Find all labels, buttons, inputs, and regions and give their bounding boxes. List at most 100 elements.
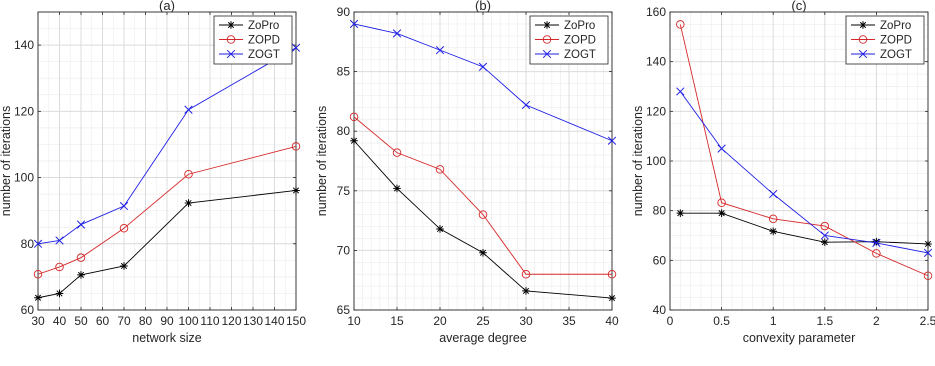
- data-point-zogt: [872, 238, 881, 248]
- legend-label-zogt: ZOGT: [248, 49, 280, 61]
- y-tick-label: 140: [646, 55, 666, 69]
- series-line-zopd: [353, 116, 612, 275]
- series-line-zopd: [679, 24, 929, 277]
- data-point-zopro: [350, 136, 358, 145]
- legend: ZoPro ZOPD ZOGT: [213, 15, 293, 65]
- x-tick-label: 10: [347, 314, 361, 328]
- data-point-zogt: [769, 189, 778, 199]
- legend-label-zopro: ZoPro: [248, 20, 279, 32]
- data-point-zopro: [34, 293, 42, 302]
- series-zopd: [349, 112, 617, 279]
- data-point-zogt: [76, 220, 86, 229]
- y-tick-label: 120: [646, 104, 666, 118]
- legend-marker-zopd: [542, 35, 552, 44]
- x-tick-label: 25: [476, 314, 490, 328]
- data-point-zopd: [521, 269, 531, 279]
- x-tick-label: 90: [160, 314, 174, 328]
- data-point-zopro: [924, 240, 932, 248]
- x-axis-label: network size: [132, 331, 202, 345]
- y-tick-label: 120: [14, 104, 34, 118]
- x-tick-label: 30: [31, 314, 45, 328]
- x-tick-label: 40: [605, 314, 619, 328]
- legend-label-zogt: ZOGT: [880, 49, 912, 61]
- chart-title: (c): [791, 0, 806, 13]
- x-tick-label: 110: [200, 314, 219, 328]
- data-point-zopro: [479, 248, 487, 257]
- x-axis-label: convexity parameter: [743, 331, 856, 345]
- legend: ZoPro ZOPD ZOGT: [845, 15, 925, 65]
- series-zopro: [34, 186, 300, 302]
- x-tick-label: 0.5: [713, 314, 730, 328]
- y-tick-label: 80: [653, 204, 667, 218]
- y-tick-label: 100: [14, 171, 34, 185]
- series-line-zopro: [353, 140, 613, 299]
- chart-title: (b): [475, 0, 491, 13]
- data-point-zogt: [33, 239, 43, 248]
- data-point-zopro: [608, 294, 616, 302]
- data-point-zogt: [607, 136, 617, 145]
- y-tick-label: 140: [14, 38, 34, 52]
- data-point-zopro: [393, 184, 401, 193]
- series-zogt: [33, 43, 301, 248]
- x-tick-label: 1.5: [816, 314, 833, 328]
- data-point-zopd: [768, 214, 778, 224]
- x-tick-label: 35: [562, 314, 576, 328]
- legend-label-zopd: ZOPD: [564, 35, 596, 47]
- series-zopro: [350, 136, 616, 302]
- data-point-zopd: [923, 271, 933, 280]
- legend-marker-zopd: [226, 35, 236, 44]
- data-point-zopd: [119, 223, 129, 233]
- data-point-zogt: [349, 19, 359, 29]
- x-tick-label: 2: [873, 314, 880, 328]
- chart-panel-2: 10 15 20 25 30 35 40 65 70 75 80 85 90 (b) average deg…: [315, 0, 619, 345]
- data-point-zogt: [392, 29, 402, 38]
- x-axis-label: average degree: [439, 331, 527, 345]
- legend-label-zopro: ZoPro: [880, 20, 911, 32]
- x-tick-label: 15: [390, 314, 404, 328]
- data-point-zopro: [872, 237, 881, 246]
- x-tick-label: 100: [178, 314, 198, 328]
- data-point-zopd: [392, 148, 402, 157]
- data-point-zopro: [436, 225, 444, 233]
- data-point-zopd: [435, 165, 445, 174]
- data-point-zopro: [522, 287, 530, 295]
- data-point-zopro: [821, 238, 829, 247]
- legend-marker-zogt: [226, 49, 236, 59]
- data-point-zogt: [676, 87, 685, 96]
- legend-label-zogt: ZOGT: [564, 49, 596, 61]
- legend-marker-zopro: [543, 21, 551, 29]
- data-point-zopro: [292, 186, 300, 195]
- x-tick-label: 2.5: [920, 314, 935, 328]
- y-tick-label: 80: [337, 124, 351, 138]
- data-point-zopro: [77, 271, 85, 279]
- x-tick-label: 80: [139, 314, 153, 328]
- data-point-zopd: [717, 198, 726, 207]
- chart-title: (a): [159, 0, 175, 13]
- series-zogt: [349, 19, 617, 145]
- x-tick-label: 130: [243, 314, 263, 328]
- data-point-zopro: [55, 289, 64, 298]
- y-axis-label: number of iterations: [315, 106, 329, 216]
- y-tick-label: 100: [646, 154, 666, 168]
- y-tick-label: 60: [653, 253, 667, 267]
- data-point-zopd: [55, 262, 64, 272]
- data-point-zopd: [478, 210, 488, 219]
- data-point-zogt: [55, 236, 64, 245]
- x-tick-label: 140: [264, 314, 284, 328]
- data-point-zopd: [291, 142, 301, 151]
- y-tick-label: 65: [337, 303, 351, 317]
- series-zogt: [676, 87, 933, 258]
- data-point-zopd: [676, 20, 685, 29]
- data-point-zogt: [478, 62, 488, 71]
- data-point-zopro: [769, 227, 777, 236]
- series-line-zopro: [37, 190, 297, 299]
- data-point-zogt: [184, 105, 193, 114]
- data-point-zopro: [717, 209, 726, 217]
- y-axis-label: number of iterations: [631, 106, 645, 216]
- x-tick-label: 40: [53, 314, 67, 328]
- y-tick-label: 80: [21, 237, 35, 251]
- data-point-zopd: [607, 269, 617, 279]
- y-tick-label: 75: [337, 184, 351, 198]
- data-point-zogt: [435, 45, 445, 55]
